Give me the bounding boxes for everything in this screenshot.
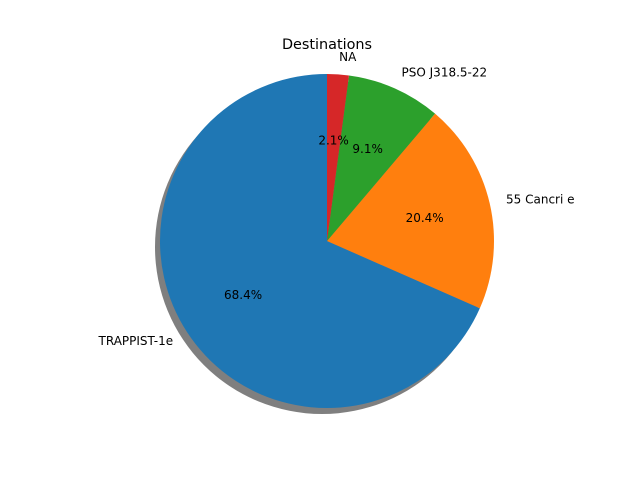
pie-slice-55-cancri-e [327,113,495,309]
percent-label: 20.4% [406,211,444,225]
slice-label: PSO J318.5-22 [402,66,488,80]
percent-labels: 68.4% 20.4% 9.1%2.1% [224,134,444,303]
pie-slices [160,74,495,408]
chart-title: Destinations [282,37,372,53]
slice-label: 55 Cancri e [506,192,574,206]
percent-label: 2.1% [318,134,349,148]
slice-label: NA [339,50,357,64]
pie-slice-na [327,74,349,241]
pie-slice-trappist-1e [160,74,480,408]
slice-label: TRAPPIST-1e [98,334,174,348]
percent-label: 68.4% [224,288,262,302]
pie-slice-pso-j318-5-22 [327,75,436,241]
percent-label: 9.1% [352,142,383,156]
slice-labels: TRAPPIST-1e 55 Cancri e PSO J318.5-22 NA [98,50,575,348]
